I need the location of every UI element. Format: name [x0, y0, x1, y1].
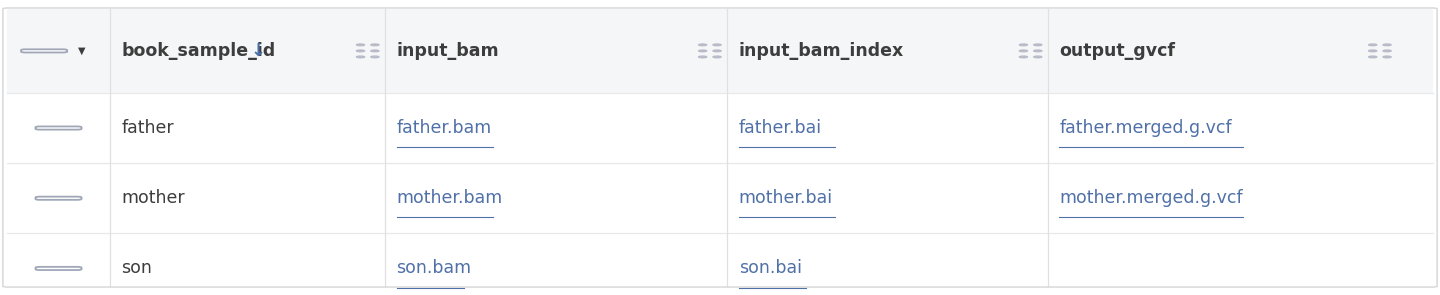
Text: son: son — [121, 259, 153, 278]
Text: father.merged.g.vcf: father.merged.g.vcf — [1060, 119, 1233, 137]
Circle shape — [1034, 44, 1043, 46]
Circle shape — [713, 44, 721, 46]
Text: ↓: ↓ — [251, 42, 266, 60]
Text: father.bam: father.bam — [396, 119, 491, 137]
Text: input_bam_index: input_bam_index — [739, 42, 904, 60]
Text: book_sample_id: book_sample_id — [121, 42, 275, 60]
Circle shape — [1368, 56, 1377, 58]
FancyBboxPatch shape — [36, 197, 82, 200]
Circle shape — [1382, 50, 1391, 52]
Circle shape — [1382, 44, 1391, 46]
Circle shape — [1020, 56, 1028, 58]
Circle shape — [1368, 44, 1377, 46]
Text: father: father — [121, 119, 174, 137]
Circle shape — [372, 50, 379, 52]
Circle shape — [1034, 56, 1043, 58]
Text: son.bai: son.bai — [739, 259, 802, 278]
Text: mother: mother — [121, 189, 184, 207]
Circle shape — [1020, 44, 1028, 46]
Bar — [7, 163, 1433, 233]
Text: son.bam: son.bam — [396, 259, 472, 278]
Circle shape — [713, 50, 721, 52]
Bar — [7, 93, 1433, 163]
FancyBboxPatch shape — [36, 127, 82, 130]
Circle shape — [1368, 50, 1377, 52]
Text: mother.bam: mother.bam — [396, 189, 503, 207]
Circle shape — [372, 44, 379, 46]
Text: mother.merged.g.vcf: mother.merged.g.vcf — [1060, 189, 1243, 207]
Circle shape — [698, 56, 707, 58]
Text: input_bam: input_bam — [396, 42, 500, 60]
Circle shape — [713, 56, 721, 58]
FancyBboxPatch shape — [22, 49, 68, 53]
Text: mother.bai: mother.bai — [739, 189, 832, 207]
FancyBboxPatch shape — [36, 267, 82, 270]
Text: ▼: ▼ — [78, 46, 85, 56]
Circle shape — [357, 44, 364, 46]
Bar — [7, 233, 1433, 295]
Circle shape — [698, 50, 707, 52]
Circle shape — [1020, 50, 1028, 52]
Circle shape — [1034, 50, 1043, 52]
Text: output_gvcf: output_gvcf — [1060, 42, 1175, 60]
Circle shape — [698, 44, 707, 46]
Bar — [7, 9, 1433, 93]
Circle shape — [357, 56, 364, 58]
Text: father.bai: father.bai — [739, 119, 822, 137]
Circle shape — [1382, 56, 1391, 58]
Circle shape — [372, 56, 379, 58]
Circle shape — [357, 50, 364, 52]
